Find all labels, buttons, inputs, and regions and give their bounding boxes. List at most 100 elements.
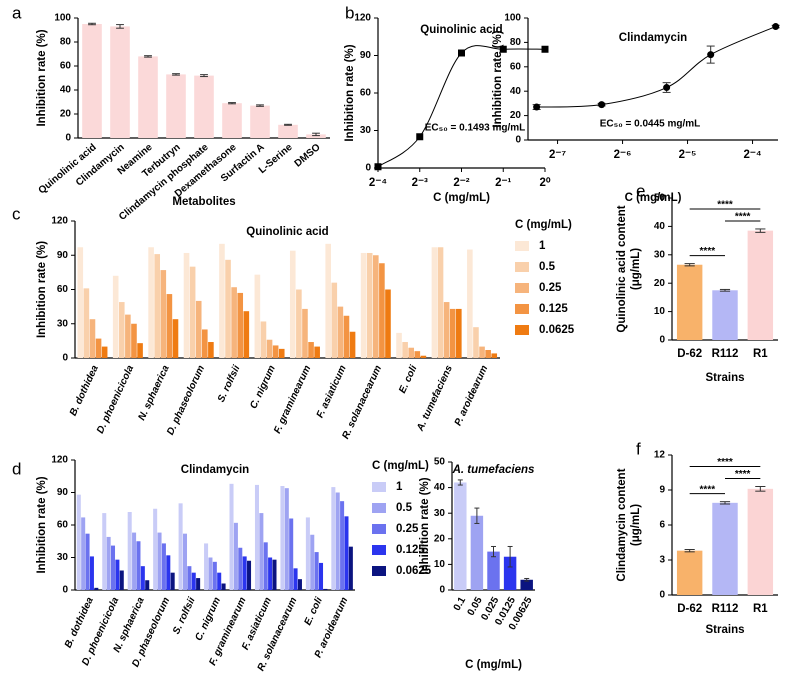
legend-label: 1 xyxy=(539,240,546,252)
bar xyxy=(83,288,90,358)
y-tick-label: 10 xyxy=(654,306,666,317)
bar xyxy=(263,542,268,590)
legend-title: C (mg/mL) xyxy=(515,219,572,231)
y-tick-label: 20 xyxy=(60,109,72,120)
bar xyxy=(470,515,484,590)
x-tick-label: R1 xyxy=(753,603,768,615)
legend-swatch xyxy=(372,566,386,576)
bar xyxy=(132,532,137,590)
x-tick-label: D-62 xyxy=(677,603,702,615)
x-axis-label: C (mg/mL) xyxy=(433,192,490,204)
x-tick-label: C. nigrum xyxy=(248,364,278,411)
x-tick-label: 2⁻⁵ xyxy=(679,149,697,161)
y-axis-label: Inhibition rate (%) xyxy=(419,477,431,574)
y-tick-label: 30 xyxy=(360,125,372,136)
y-tick-label: 40 xyxy=(434,482,446,493)
bar xyxy=(131,323,137,358)
y-tick-label: 60 xyxy=(60,61,72,72)
bar xyxy=(385,289,391,358)
point xyxy=(374,163,382,171)
bar xyxy=(89,319,96,358)
bar xyxy=(331,487,336,590)
legend-swatch xyxy=(515,304,529,314)
bar xyxy=(212,561,217,590)
bar xyxy=(115,559,120,590)
y-tick-label: 10 xyxy=(434,559,446,570)
x-tick-label: B. dothidea xyxy=(68,363,101,417)
y-axis-label: Inhibition rate (%) xyxy=(492,30,504,127)
y-tick-label: 3 xyxy=(659,555,665,566)
bar xyxy=(85,533,90,590)
panel-label: b xyxy=(345,3,354,22)
x-tick-label: 2⁻¹ xyxy=(495,177,511,189)
x-tick-label: P. aroidearum xyxy=(453,364,491,428)
bar xyxy=(268,557,273,590)
chart-title: Quinolinic acid xyxy=(246,226,328,238)
y-tick-label: 50 xyxy=(434,457,446,468)
significance-label: **** xyxy=(735,212,751,223)
y-axis-label: Quinolinic acid content xyxy=(616,205,628,332)
legend-label: 0.0625 xyxy=(539,324,575,336)
bar xyxy=(202,329,208,358)
point xyxy=(416,133,424,141)
x-tick-label: S. rolfsii xyxy=(171,596,198,637)
bar xyxy=(178,503,183,590)
bar xyxy=(243,311,250,358)
bar xyxy=(280,486,285,590)
y-tick-label: 0 xyxy=(365,163,371,174)
y-axis-label: Inhibition rate (%) xyxy=(36,29,48,126)
bar xyxy=(82,24,102,138)
bar xyxy=(272,559,277,590)
bar xyxy=(208,557,213,590)
y-tick-label: 120 xyxy=(51,216,68,227)
bar xyxy=(747,230,774,340)
chart-title: Quinolinic acid xyxy=(420,24,502,36)
bar xyxy=(148,247,154,358)
x-axis-label: C (mg/mL) xyxy=(465,659,522,671)
significance-label: **** xyxy=(700,484,716,495)
bar xyxy=(343,315,350,358)
bar xyxy=(340,501,345,590)
bar xyxy=(437,247,444,358)
panel-label: f xyxy=(636,439,641,458)
panel-label: a xyxy=(12,3,22,22)
legend-label: 0.25 xyxy=(539,282,562,294)
bar xyxy=(337,306,344,358)
significance-label: **** xyxy=(700,246,716,257)
x-axis-label: Metabolites xyxy=(172,196,235,208)
bar xyxy=(344,516,349,590)
bar xyxy=(222,103,242,138)
point xyxy=(533,103,541,111)
point xyxy=(541,45,549,53)
y-tick-label: 100 xyxy=(54,13,71,24)
y-tick-label: 60 xyxy=(360,88,372,99)
y-tick-label: 40 xyxy=(60,85,72,96)
bar xyxy=(225,259,231,358)
x-axis-label: Strains xyxy=(706,624,745,636)
bar xyxy=(110,545,116,590)
bar xyxy=(101,346,108,358)
bar xyxy=(170,572,175,590)
bar xyxy=(137,343,143,358)
bar xyxy=(254,484,259,590)
bar xyxy=(242,556,247,590)
y-tick-label: 90 xyxy=(57,487,69,498)
panel-label: c xyxy=(12,204,21,223)
bar xyxy=(308,342,314,358)
bar xyxy=(449,308,456,358)
bar xyxy=(278,348,285,358)
bar xyxy=(118,302,125,358)
bar xyxy=(81,517,86,590)
bar xyxy=(372,255,379,358)
y-tick-label: 90 xyxy=(57,250,69,261)
y-tick-label: 50 xyxy=(654,193,666,204)
bar xyxy=(196,578,201,590)
y-tick-label: 60 xyxy=(57,284,69,295)
bar xyxy=(272,345,279,358)
x-tick-label: S. rolfsii xyxy=(216,364,243,405)
bar xyxy=(153,508,158,590)
point xyxy=(598,101,606,109)
legend-label: 0.125 xyxy=(396,544,425,556)
bar xyxy=(102,513,107,590)
bar xyxy=(237,292,244,358)
